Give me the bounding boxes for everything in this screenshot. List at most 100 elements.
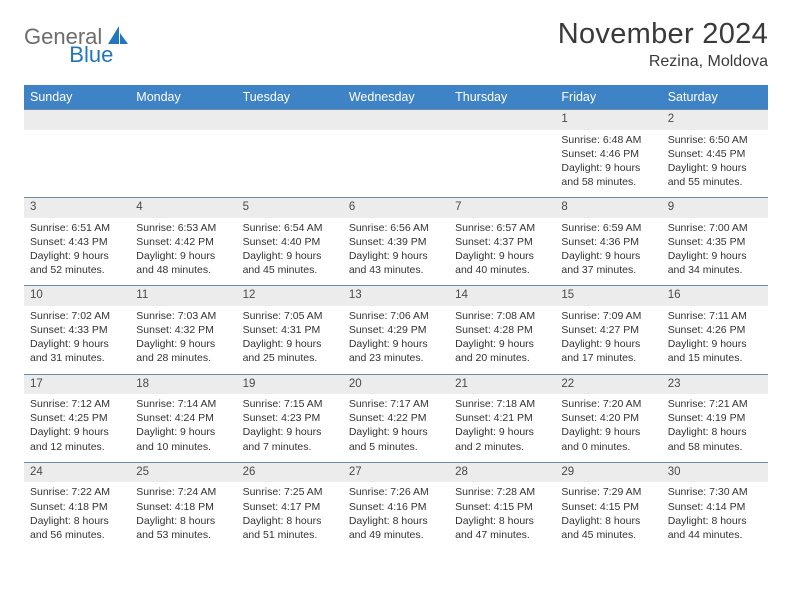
sunrise-text: Sunrise: 7:20 AM <box>561 397 655 411</box>
day-info-cell: Sunrise: 7:24 AMSunset: 4:18 PMDaylight:… <box>130 482 236 550</box>
day-info-cell: Sunrise: 7:09 AMSunset: 4:27 PMDaylight:… <box>555 306 661 374</box>
sunrise-text: Sunrise: 7:26 AM <box>349 485 443 499</box>
day-info-cell: Sunrise: 7:11 AMSunset: 4:26 PMDaylight:… <box>662 306 768 374</box>
daylight-text: and 10 minutes. <box>136 440 230 454</box>
daylight-text: and 15 minutes. <box>668 351 762 365</box>
daylight-text: Daylight: 9 hours <box>561 249 655 263</box>
day-number: 13 <box>349 289 362 301</box>
sunrise-text: Sunrise: 7:02 AM <box>30 309 124 323</box>
day-number: 2 <box>668 113 674 125</box>
sunrise-text: Sunrise: 7:06 AM <box>349 309 443 323</box>
daylight-text: Daylight: 9 hours <box>243 337 337 351</box>
daylight-text: Daylight: 9 hours <box>349 249 443 263</box>
daylight-text: and 53 minutes. <box>136 528 230 542</box>
daylight-text: Daylight: 9 hours <box>455 249 549 263</box>
day-info-cell: Sunrise: 7:29 AMSunset: 4:15 PMDaylight:… <box>555 482 661 550</box>
day-number-cell: 25 <box>130 462 236 482</box>
brand-logo: General Blue <box>24 18 175 50</box>
calendar-table: Sunday Monday Tuesday Wednesday Thursday… <box>24 85 768 550</box>
location-label: Rezina, Moldova <box>558 53 768 71</box>
day-number-cell: 16 <box>662 286 768 306</box>
sunrise-text: Sunrise: 7:30 AM <box>668 485 762 499</box>
day-number-cell: 20 <box>343 374 449 394</box>
sunrise-text: Sunrise: 7:28 AM <box>455 485 549 499</box>
day-info-cell: Sunrise: 7:03 AMSunset: 4:32 PMDaylight:… <box>130 306 236 374</box>
day-number: 7 <box>455 201 461 213</box>
week-daynum-row: 3456789 <box>24 198 768 218</box>
day-number-cell: 5 <box>237 198 343 218</box>
daylight-text: and 40 minutes. <box>455 263 549 277</box>
day-info-cell: Sunrise: 7:28 AMSunset: 4:15 PMDaylight:… <box>449 482 555 550</box>
day-info-cell: Sunrise: 7:21 AMSunset: 4:19 PMDaylight:… <box>662 394 768 462</box>
sunrise-text: Sunrise: 7:09 AM <box>561 309 655 323</box>
day-number-cell: 9 <box>662 198 768 218</box>
day-info-cell <box>237 130 343 198</box>
daylight-text: Daylight: 9 hours <box>30 337 124 351</box>
day-number-cell: 11 <box>130 286 236 306</box>
calendar-body: 12 Sunrise: 6:48 AMSunset: 4:46 PMDaylig… <box>24 110 768 551</box>
sunset-text: Sunset: 4:20 PM <box>561 411 655 425</box>
sunset-text: Sunset: 4:25 PM <box>30 411 124 425</box>
day-info-cell: Sunrise: 7:17 AMSunset: 4:22 PMDaylight:… <box>343 394 449 462</box>
sunset-text: Sunset: 4:37 PM <box>455 235 549 249</box>
col-wednesday: Wednesday <box>343 85 449 110</box>
day-number-cell: 21 <box>449 374 555 394</box>
daylight-text: and 51 minutes. <box>243 528 337 542</box>
daylight-text: and 45 minutes. <box>243 263 337 277</box>
sunrise-text: Sunrise: 7:12 AM <box>30 397 124 411</box>
col-saturday: Saturday <box>662 85 768 110</box>
daylight-text: and 43 minutes. <box>349 263 443 277</box>
daylight-text: and 49 minutes. <box>349 528 443 542</box>
sunrise-text: Sunrise: 7:18 AM <box>455 397 549 411</box>
day-info-cell: Sunrise: 7:30 AMSunset: 4:14 PMDaylight:… <box>662 482 768 550</box>
day-number-cell: 15 <box>555 286 661 306</box>
daylight-text: and 17 minutes. <box>561 351 655 365</box>
day-number: 21 <box>455 378 468 390</box>
sunset-text: Sunset: 4:21 PM <box>455 411 549 425</box>
daylight-text: and 47 minutes. <box>455 528 549 542</box>
day-info-cell: Sunrise: 6:50 AMSunset: 4:45 PMDaylight:… <box>662 130 768 198</box>
sunset-text: Sunset: 4:14 PM <box>668 500 762 514</box>
sunset-text: Sunset: 4:18 PM <box>136 500 230 514</box>
day-info-cell: Sunrise: 6:53 AMSunset: 4:42 PMDaylight:… <box>130 218 236 286</box>
day-number: 24 <box>30 466 43 478</box>
daylight-text: and 23 minutes. <box>349 351 443 365</box>
day-number-cell: 23 <box>662 374 768 394</box>
day-info-cell: Sunrise: 6:51 AMSunset: 4:43 PMDaylight:… <box>24 218 130 286</box>
day-number: 30 <box>668 466 681 478</box>
day-number-cell: 19 <box>237 374 343 394</box>
day-number: 1 <box>561 113 567 125</box>
daylight-text: and 28 minutes. <box>136 351 230 365</box>
sunrise-text: Sunrise: 6:54 AM <box>243 221 337 235</box>
day-number: 6 <box>349 201 355 213</box>
sunset-text: Sunset: 4:15 PM <box>455 500 549 514</box>
col-sunday: Sunday <box>24 85 130 110</box>
day-header-row: Sunday Monday Tuesday Wednesday Thursday… <box>24 85 768 110</box>
day-info-cell: Sunrise: 6:48 AMSunset: 4:46 PMDaylight:… <box>555 130 661 198</box>
sunset-text: Sunset: 4:19 PM <box>668 411 762 425</box>
daylight-text: Daylight: 8 hours <box>668 425 762 439</box>
sunrise-text: Sunrise: 6:59 AM <box>561 221 655 235</box>
day-number-cell <box>237 110 343 130</box>
day-info-cell: Sunrise: 6:54 AMSunset: 4:40 PMDaylight:… <box>237 218 343 286</box>
day-info-cell <box>130 130 236 198</box>
sunrise-text: Sunrise: 6:56 AM <box>349 221 443 235</box>
sunrise-text: Sunrise: 6:57 AM <box>455 221 549 235</box>
day-info-cell: Sunrise: 7:05 AMSunset: 4:31 PMDaylight:… <box>237 306 343 374</box>
daylight-text: and 31 minutes. <box>30 351 124 365</box>
sunset-text: Sunset: 4:29 PM <box>349 323 443 337</box>
sunrise-text: Sunrise: 7:29 AM <box>561 485 655 499</box>
sunset-text: Sunset: 4:40 PM <box>243 235 337 249</box>
daylight-text: Daylight: 8 hours <box>30 514 124 528</box>
daylight-text: Daylight: 9 hours <box>561 161 655 175</box>
daylight-text: and 48 minutes. <box>136 263 230 277</box>
sunset-text: Sunset: 4:35 PM <box>668 235 762 249</box>
day-number: 29 <box>561 466 574 478</box>
day-number-cell: 3 <box>24 198 130 218</box>
day-number-cell: 28 <box>449 462 555 482</box>
day-number-cell: 12 <box>237 286 343 306</box>
day-number-cell: 24 <box>24 462 130 482</box>
sunset-text: Sunset: 4:43 PM <box>30 235 124 249</box>
daylight-text: Daylight: 9 hours <box>668 337 762 351</box>
daylight-text: and 2 minutes. <box>455 440 549 454</box>
